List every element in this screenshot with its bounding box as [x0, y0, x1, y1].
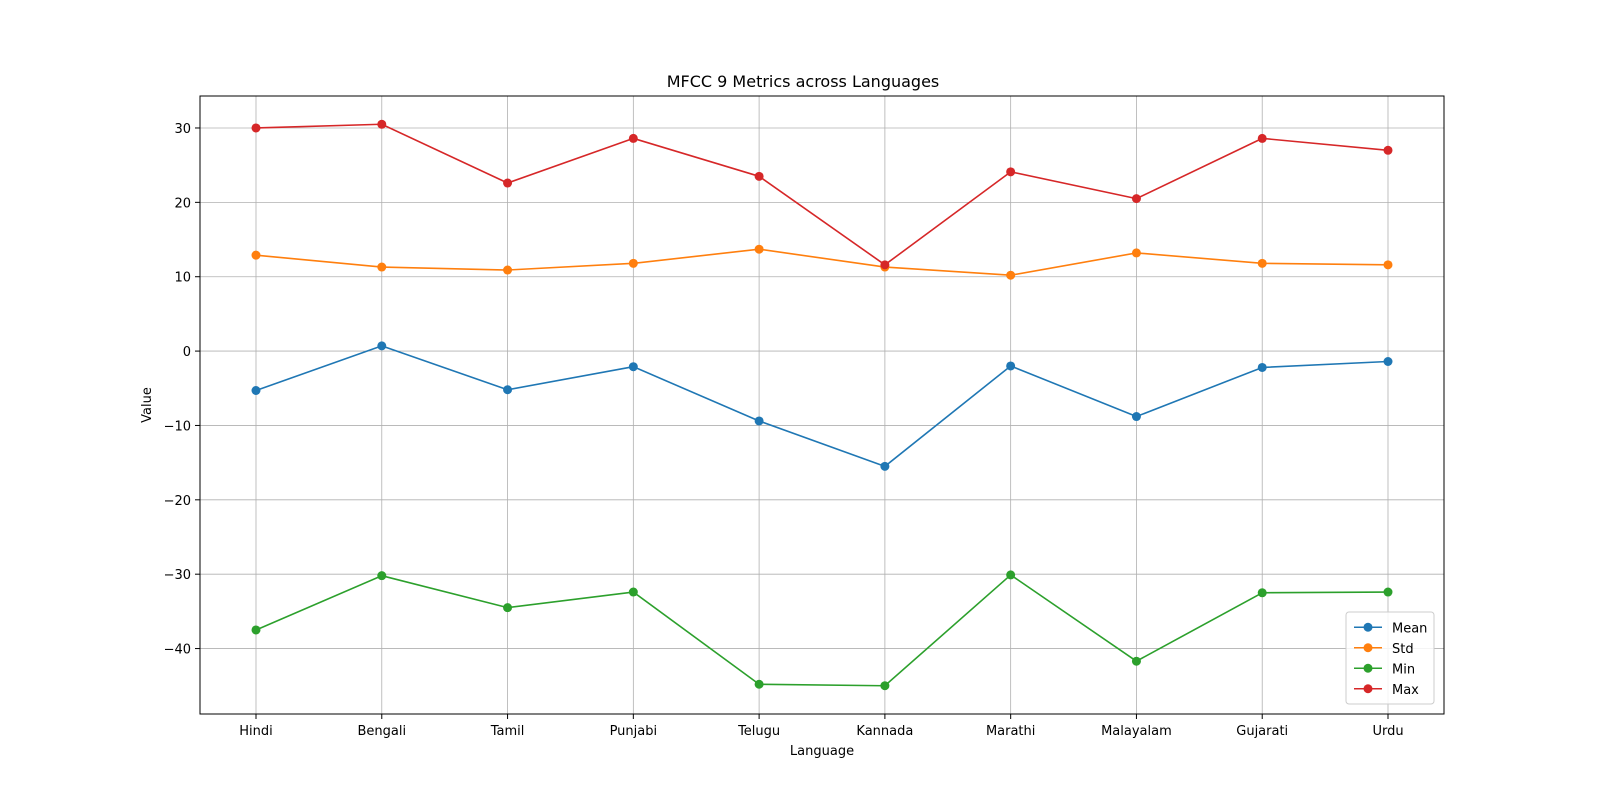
- legend-item-min: Min: [1354, 662, 1415, 677]
- x-tick-label: Marathi: [986, 724, 1035, 739]
- data-point-max: [628, 133, 638, 143]
- series-group: [251, 119, 1393, 691]
- series-line-max: [255, 123, 1389, 266]
- series-line-min: [255, 574, 1389, 687]
- data-point-std: [754, 244, 764, 254]
- data-point-mean: [1257, 362, 1267, 372]
- legend-swatch-marker: [1363, 663, 1373, 673]
- data-point-max: [1131, 194, 1141, 204]
- data-point-mean: [754, 416, 764, 426]
- data-point-std: [628, 258, 638, 268]
- legend-swatch-marker: [1363, 643, 1373, 653]
- series-line-std: [255, 248, 1389, 277]
- legend-label: Mean: [1392, 621, 1427, 636]
- legend-swatch-marker: [1363, 684, 1373, 694]
- legend-swatch-marker: [1363, 622, 1373, 632]
- data-point-max: [1257, 133, 1267, 143]
- y-tick-label: −10: [164, 419, 191, 434]
- axis-ticks: Hindi Bengali Tamil Punjabi Telugu Kannada Mar…: [164, 122, 1404, 739]
- data-point-min: [880, 681, 890, 691]
- data-point-std: [1383, 260, 1393, 270]
- data-point-mean: [503, 385, 513, 395]
- series-line-mean: [255, 345, 1389, 468]
- series-mean: [251, 341, 1393, 471]
- data-point-min: [1257, 588, 1267, 598]
- data-point-max: [754, 171, 764, 181]
- data-point-min: [251, 625, 261, 635]
- y-axis-label: Value: [140, 387, 155, 423]
- legend-item-mean: Mean: [1354, 621, 1427, 636]
- data-point-std: [1257, 258, 1267, 268]
- x-tick-label: Bengali: [357, 724, 406, 739]
- x-tick-label: Tamil: [490, 724, 525, 739]
- legend-item-max: Max: [1354, 683, 1419, 698]
- x-tick-label: Gujarati: [1236, 724, 1288, 739]
- data-point-std: [1131, 248, 1141, 258]
- data-point-min: [1006, 570, 1016, 580]
- legend-item-std: Std: [1354, 642, 1414, 657]
- plot-frame: [199, 95, 1445, 715]
- series-min: [251, 570, 1393, 691]
- data-point-min: [628, 587, 638, 597]
- data-point-min: [1383, 587, 1393, 597]
- legend-box: [1345, 611, 1435, 705]
- data-point-std: [251, 250, 261, 260]
- y-tick-label: −20: [164, 494, 191, 509]
- y-tick-label: −40: [164, 643, 191, 658]
- data-point-mean: [377, 341, 387, 351]
- data-point-std: [377, 262, 387, 272]
- legend-label: Std: [1392, 642, 1414, 657]
- x-tick-label: Urdu: [1372, 724, 1403, 739]
- series-std: [251, 244, 1393, 280]
- data-point-mean: [251, 385, 261, 395]
- data-point-std: [503, 265, 513, 275]
- data-point-mean: [628, 362, 638, 372]
- y-tick-label: 0: [183, 345, 191, 360]
- data-point-min: [1131, 656, 1141, 666]
- data-point-max: [880, 260, 890, 270]
- data-point-std: [1006, 270, 1016, 280]
- legend-label: Min: [1392, 662, 1415, 677]
- data-point-max: [377, 119, 387, 129]
- legend: Mean Std Min Max: [1345, 611, 1435, 705]
- data-point-min: [754, 679, 764, 689]
- data-point-mean: [1131, 412, 1141, 422]
- x-tick-label: Punjabi: [610, 724, 658, 739]
- data-point-max: [1006, 167, 1016, 177]
- x-tick-label: Kannada: [856, 724, 913, 739]
- series-max: [251, 119, 1393, 270]
- data-point-max: [251, 123, 261, 133]
- chart-title: MFCC 9 Metrics across Languages: [667, 72, 940, 91]
- x-tick-label: Hindi: [239, 724, 273, 739]
- data-point-max: [1383, 145, 1393, 155]
- data-point-mean: [880, 461, 890, 471]
- y-tick-label: 10: [174, 271, 191, 286]
- y-tick-label: 20: [174, 196, 191, 211]
- data-point-mean: [1383, 356, 1393, 366]
- data-point-min: [377, 571, 387, 581]
- x-tick-label: Malayalam: [1101, 724, 1172, 739]
- y-tick-label: −30: [164, 568, 191, 583]
- data-point-max: [503, 178, 513, 188]
- x-axis-label: Language: [790, 744, 854, 759]
- x-tick-label: Telugu: [737, 724, 780, 739]
- data-point-min: [503, 603, 513, 613]
- legend-label: Max: [1392, 683, 1419, 698]
- data-point-mean: [1006, 361, 1016, 371]
- y-tick-label: 30: [174, 122, 191, 137]
